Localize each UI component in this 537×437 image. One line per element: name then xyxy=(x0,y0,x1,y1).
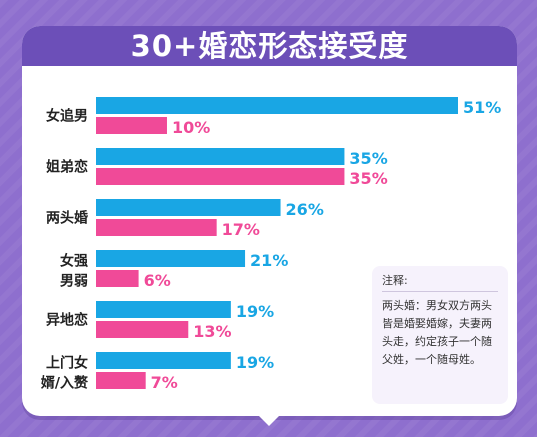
bar xyxy=(96,270,139,287)
category-label: 姐弟恋 xyxy=(46,159,88,176)
title-bar xyxy=(22,26,517,66)
bar xyxy=(96,97,458,114)
category-label: 女强男弱 xyxy=(60,253,88,290)
note-title: 注释: xyxy=(382,274,408,287)
bar xyxy=(96,321,189,338)
bar xyxy=(96,148,345,165)
bar xyxy=(96,219,217,236)
bar-value-label: 51% xyxy=(463,98,501,117)
bar-value-label: 19% xyxy=(236,353,274,372)
note-body: 两头婚：男女双方两头皆是婚娶婚嫁，夫妻两头走，约定孩子一个随父姓，一个随母姓。 xyxy=(382,299,492,366)
bar xyxy=(96,168,345,185)
category-label: 上门女婿/入赘 xyxy=(41,355,89,392)
bar-value-label: 13% xyxy=(193,322,231,341)
category-label: 两头婚 xyxy=(46,210,88,227)
category-label: 异地恋 xyxy=(46,312,88,329)
bar-value-label: 10% xyxy=(172,118,210,137)
bar-value-label: 19% xyxy=(236,302,274,321)
bar-value-label: 35% xyxy=(349,149,387,168)
card-pointer xyxy=(255,412,283,426)
chart-title: 30+婚恋形态接受度 xyxy=(130,29,409,63)
bar-value-label: 26% xyxy=(286,200,324,219)
note-box xyxy=(372,266,508,404)
bar xyxy=(96,250,246,267)
bar xyxy=(96,117,167,134)
bar-value-label: 21% xyxy=(250,251,288,270)
note-divider xyxy=(382,291,498,292)
bar-value-label: 7% xyxy=(151,373,178,392)
category-label: 女追男 xyxy=(46,108,88,125)
bar-value-label: 17% xyxy=(222,220,260,239)
bar xyxy=(96,199,281,216)
bar xyxy=(96,352,231,369)
bar-value-label: 35% xyxy=(349,169,387,188)
bar xyxy=(96,301,231,318)
bar-value-label: 6% xyxy=(144,271,171,290)
bar xyxy=(96,372,146,389)
